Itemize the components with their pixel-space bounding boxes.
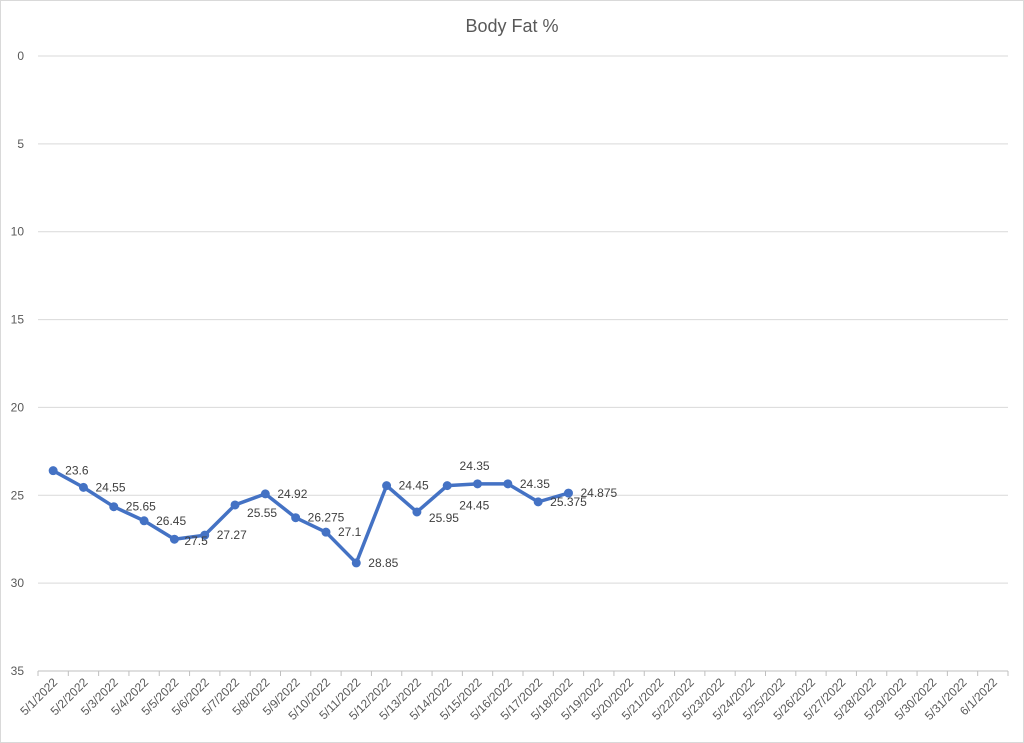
y-tick-label: 5 — [17, 137, 24, 151]
data-point — [563, 488, 573, 498]
data-point — [260, 489, 270, 499]
data-label: 24.35 — [520, 477, 550, 491]
y-tick-label: 30 — [11, 576, 25, 590]
data-point — [412, 507, 422, 517]
data-label: 26.275 — [308, 511, 345, 525]
data-point — [109, 502, 119, 512]
data-point — [382, 481, 392, 491]
y-tick-label: 20 — [11, 400, 25, 414]
data-label: 24.875 — [580, 486, 617, 500]
data-point — [169, 534, 179, 544]
data-point — [139, 516, 149, 526]
data-label: 24.45 — [399, 479, 429, 493]
chart-title: Body Fat % — [465, 16, 559, 36]
y-tick-label: 15 — [11, 313, 25, 327]
data-label: 27.1 — [338, 525, 362, 539]
data-label: 24.35 — [460, 459, 490, 473]
data-point — [503, 479, 513, 489]
data-label: 26.45 — [156, 514, 186, 528]
data-label: 27.27 — [217, 528, 247, 542]
data-label: 25.65 — [126, 500, 156, 514]
data-point — [533, 497, 543, 507]
data-label: 24.55 — [95, 480, 125, 494]
data-point — [78, 482, 88, 492]
y-tick-label: 0 — [17, 49, 24, 63]
data-point — [200, 530, 210, 540]
data-label: 24.92 — [277, 487, 307, 501]
data-point — [442, 481, 452, 491]
data-point — [48, 466, 58, 476]
y-tick-label: 10 — [11, 225, 25, 239]
data-point — [351, 558, 361, 568]
data-label: 24.45 — [459, 499, 489, 513]
data-label: 28.85 — [368, 556, 398, 570]
data-point — [230, 500, 240, 510]
data-label: 25.95 — [429, 511, 459, 525]
data-point — [291, 513, 301, 523]
series-line — [52, 469, 569, 565]
data-point — [321, 527, 331, 537]
data-label: 27.5 — [184, 534, 208, 548]
y-tick-label: 35 — [11, 664, 25, 678]
data-label: 25.375 — [550, 495, 587, 509]
data-point — [473, 479, 483, 489]
data-label: 23.6 — [65, 464, 89, 478]
data-label: 25.55 — [247, 506, 277, 520]
y-tick-label: 25 — [11, 488, 25, 502]
